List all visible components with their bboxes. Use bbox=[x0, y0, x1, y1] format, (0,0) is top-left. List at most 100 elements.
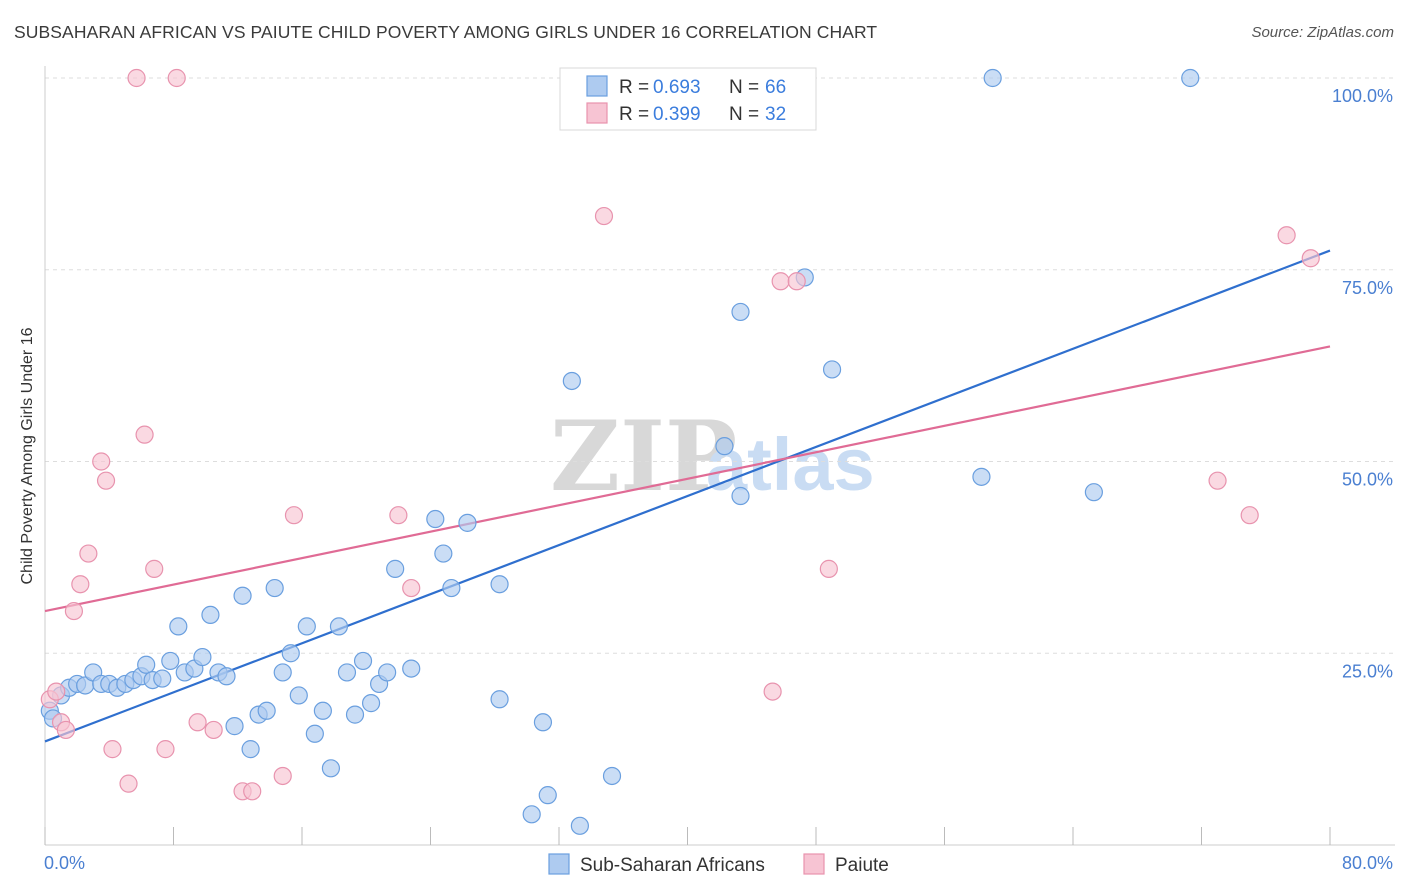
y-axis-label: Child Poverty Among Girls Under 16 bbox=[19, 327, 36, 584]
point-paiute-10 bbox=[119, 774, 138, 793]
point-subsaharan-65 bbox=[983, 68, 1002, 88]
point-paiute-31 bbox=[1277, 226, 1296, 245]
point-subsaharan-23 bbox=[217, 667, 236, 686]
point-paiute-6 bbox=[79, 544, 98, 563]
point-subsaharan-38 bbox=[337, 663, 357, 682]
point-subsaharan-56 bbox=[570, 816, 589, 835]
point-subsaharan-50 bbox=[490, 575, 509, 594]
x-tick-label-min: 0.0% bbox=[44, 853, 85, 873]
point-subsaharan-47 bbox=[434, 544, 453, 563]
point-paiute-8 bbox=[96, 471, 116, 490]
legend-r-label-blue: R = bbox=[619, 77, 649, 98]
watermark-atlas: atlas bbox=[706, 423, 875, 506]
y-tick-labels: 25.0% 50.0% 75.0% 100.0% bbox=[1332, 86, 1393, 681]
point-paiute-11 bbox=[127, 68, 146, 88]
point-subsaharan-58 bbox=[715, 437, 734, 456]
point-paiute-15 bbox=[167, 68, 186, 88]
grid-lines bbox=[45, 77, 1395, 654]
point-subsaharan-53 bbox=[533, 713, 553, 732]
chart-source: Source: ZipAtlas.com bbox=[1251, 24, 1394, 41]
point-paiute-32 bbox=[1301, 249, 1320, 268]
point-subsaharan-49 bbox=[458, 513, 477, 532]
legend-n-value-pink: 32 bbox=[765, 104, 786, 125]
point-paiute-5 bbox=[71, 575, 90, 594]
point-paiute-20 bbox=[273, 766, 292, 786]
point-subsaharan-60 bbox=[731, 486, 750, 506]
point-subsaharan-37 bbox=[329, 617, 349, 636]
point-subsaharan-21 bbox=[201, 605, 220, 625]
watermark-zip: ZIP bbox=[550, 400, 737, 513]
point-paiute-24 bbox=[594, 206, 614, 226]
point-paiute-21 bbox=[284, 506, 304, 525]
trend-line-paiute bbox=[44, 345, 1331, 613]
correlation-legend: R = 0.693 N = 66 R = 0.399 N = 32 bbox=[559, 67, 817, 131]
point-subsaharan-45 bbox=[402, 659, 421, 678]
y-tick-label-3: 100.0% bbox=[1332, 86, 1393, 106]
point-subsaharan-29 bbox=[265, 578, 284, 598]
point-paiute-7 bbox=[92, 452, 111, 471]
point-subsaharan-16 bbox=[161, 651, 180, 671]
point-subsaharan-57 bbox=[602, 766, 622, 786]
point-subsaharan-52 bbox=[522, 805, 541, 824]
point-subsaharan-55 bbox=[562, 371, 581, 391]
point-subsaharan-39 bbox=[345, 705, 365, 724]
point-paiute-19 bbox=[243, 782, 262, 801]
point-paiute-1 bbox=[47, 682, 66, 701]
legend-r-value-pink: 0.399 bbox=[653, 104, 701, 125]
point-subsaharan-48 bbox=[442, 578, 461, 598]
y-tick-label-2: 75.0% bbox=[1342, 278, 1393, 298]
point-paiute-29 bbox=[1208, 471, 1227, 490]
point-subsaharan-40 bbox=[353, 651, 373, 671]
point-subsaharan-25 bbox=[233, 586, 252, 605]
point-subsaharan-26 bbox=[241, 740, 260, 759]
scatter-points bbox=[40, 68, 1320, 835]
point-paiute-3 bbox=[56, 720, 75, 740]
point-subsaharan-28 bbox=[257, 701, 276, 720]
point-subsaharan-51 bbox=[490, 690, 509, 709]
point-subsaharan-44 bbox=[386, 559, 405, 578]
legend-n-label-blue: N = bbox=[729, 77, 759, 98]
point-paiute-25 bbox=[763, 682, 782, 701]
point-paiute-23 bbox=[402, 578, 421, 598]
y-tick-label-0: 25.0% bbox=[1342, 661, 1393, 681]
point-subsaharan-59 bbox=[731, 302, 750, 322]
point-paiute-28 bbox=[819, 559, 838, 578]
point-subsaharan-54 bbox=[538, 786, 557, 805]
series-legend: Sub-Saharan Africans Paiute bbox=[548, 853, 889, 876]
point-subsaharan-24 bbox=[225, 717, 244, 736]
x-tick-label-max: 80.0% bbox=[1342, 853, 1393, 873]
trend-line-subsaharan bbox=[44, 249, 1331, 743]
point-subsaharan-46 bbox=[426, 509, 445, 529]
trend-lines bbox=[44, 249, 1331, 743]
point-subsaharan-43 bbox=[378, 663, 397, 682]
point-subsaharan-13 bbox=[137, 655, 156, 674]
chart-title: SUBSAHARAN AFRICAN VS PAIUTE CHILD POVER… bbox=[14, 22, 878, 42]
bottom-legend-swatch-pink bbox=[803, 853, 825, 875]
point-subsaharan-64 bbox=[1084, 483, 1103, 502]
y-tick-label-1: 50.0% bbox=[1342, 470, 1393, 490]
point-paiute-4 bbox=[64, 601, 84, 621]
point-subsaharan-32 bbox=[289, 686, 308, 705]
point-paiute-30 bbox=[1240, 506, 1259, 525]
point-subsaharan-35 bbox=[313, 701, 332, 720]
point-subsaharan-20 bbox=[193, 647, 212, 667]
point-paiute-9 bbox=[103, 740, 122, 759]
point-paiute-22 bbox=[389, 506, 408, 525]
legend-n-label-pink: N = bbox=[729, 104, 759, 125]
bottom-legend-label-blue: Sub-Saharan Africans bbox=[580, 855, 765, 876]
legend-swatch-blue bbox=[586, 75, 608, 97]
point-subsaharan-31 bbox=[281, 644, 300, 663]
point-subsaharan-41 bbox=[361, 694, 381, 713]
bottom-legend-label-pink: Paiute bbox=[835, 855, 889, 876]
point-paiute-17 bbox=[204, 720, 223, 740]
point-paiute-16 bbox=[188, 713, 207, 732]
point-paiute-12 bbox=[135, 425, 154, 444]
point-subsaharan-33 bbox=[297, 617, 316, 636]
point-subsaharan-34 bbox=[305, 724, 324, 743]
legend-r-label-pink: R = bbox=[619, 104, 649, 125]
point-subsaharan-15 bbox=[153, 669, 172, 688]
legend-n-value-blue: 66 bbox=[765, 77, 786, 98]
point-paiute-26 bbox=[771, 272, 790, 291]
bottom-legend-swatch-blue bbox=[548, 853, 570, 875]
